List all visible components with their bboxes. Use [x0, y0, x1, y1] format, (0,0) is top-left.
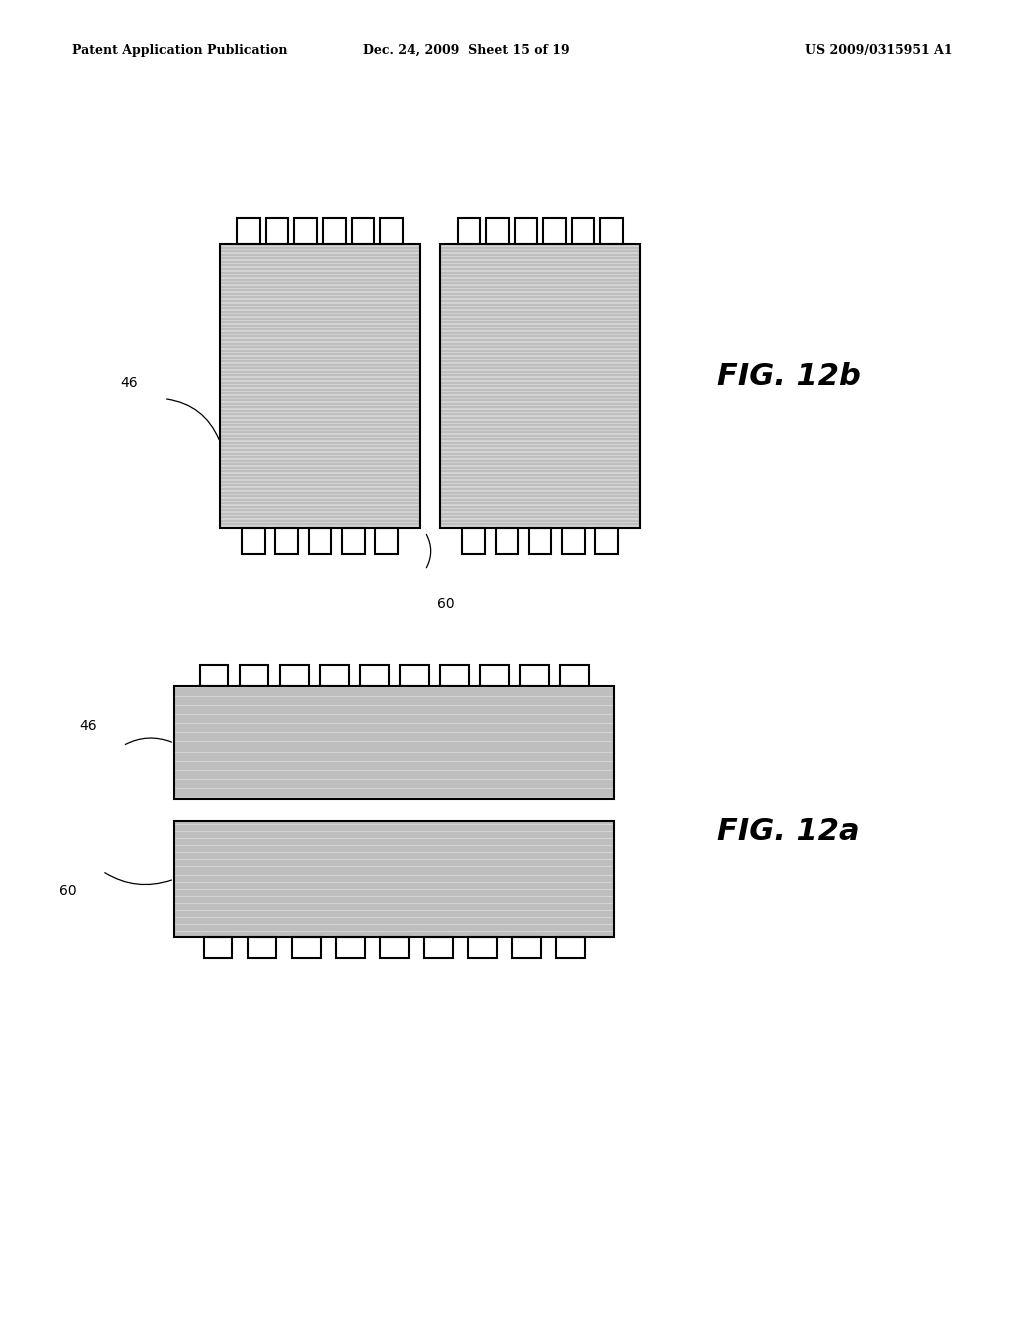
Bar	[375, 528, 397, 554]
Bar	[319, 665, 348, 686]
Bar	[200, 665, 228, 686]
Bar	[323, 218, 345, 244]
Bar	[295, 218, 317, 244]
Bar	[562, 528, 585, 554]
Text: Dec. 24, 2009  Sheet 15 of 19: Dec. 24, 2009 Sheet 15 of 19	[362, 44, 569, 57]
Bar	[238, 218, 260, 244]
Bar	[242, 528, 264, 554]
Bar	[486, 218, 509, 244]
Bar	[512, 937, 541, 958]
Bar	[380, 937, 409, 958]
Bar	[440, 665, 469, 686]
Bar	[600, 218, 623, 244]
Bar	[174, 821, 614, 937]
Bar	[520, 665, 549, 686]
Bar	[342, 528, 365, 554]
Bar	[571, 218, 594, 244]
Text: US 2009/0315951 A1: US 2009/0315951 A1	[805, 44, 952, 57]
Bar	[240, 665, 268, 686]
Bar	[380, 218, 402, 244]
Bar	[463, 528, 485, 554]
Bar	[400, 665, 429, 686]
Text: 46: 46	[121, 376, 138, 389]
Bar	[515, 218, 538, 244]
Bar	[266, 218, 289, 244]
Bar	[424, 937, 453, 958]
Bar	[359, 665, 388, 686]
Bar	[351, 218, 374, 244]
Bar	[309, 528, 332, 554]
Bar	[174, 686, 614, 799]
Bar	[596, 528, 618, 554]
Bar	[440, 244, 640, 528]
Bar	[560, 665, 589, 686]
Text: 60: 60	[59, 884, 77, 898]
Bar	[248, 937, 276, 958]
Bar	[440, 244, 640, 528]
Bar	[220, 244, 420, 528]
Bar	[174, 686, 614, 799]
Bar	[220, 244, 420, 528]
Bar	[529, 528, 552, 554]
Text: FIG. 12a: FIG. 12a	[717, 817, 860, 846]
Bar	[468, 937, 497, 958]
Bar	[543, 218, 565, 244]
Text: Patent Application Publication: Patent Application Publication	[72, 44, 287, 57]
Text: FIG. 12b: FIG. 12b	[717, 362, 860, 391]
Bar	[480, 665, 509, 686]
Bar	[496, 528, 518, 554]
Text: 60: 60	[436, 597, 455, 611]
Bar	[556, 937, 585, 958]
Bar	[174, 821, 614, 937]
Bar	[275, 528, 298, 554]
Bar	[280, 665, 308, 686]
Bar	[204, 937, 232, 958]
Text: 46: 46	[80, 719, 97, 733]
Bar	[458, 218, 480, 244]
Bar	[336, 937, 365, 958]
Bar	[292, 937, 321, 958]
